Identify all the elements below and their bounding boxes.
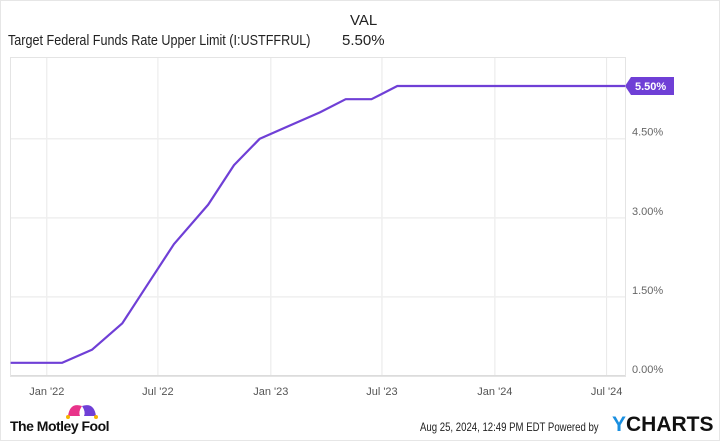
y-tick-label: 4.50% bbox=[632, 127, 663, 139]
motley-fool-logo: The Motley Fool bbox=[10, 405, 110, 434]
last-value-flag: 5.50% bbox=[625, 77, 674, 95]
y-tick-label: 1.50% bbox=[632, 285, 663, 297]
ycharts-logo[interactable]: YCHARTS bbox=[612, 413, 714, 437]
ycharts-y: Y bbox=[612, 413, 627, 436]
jester-hat-icon bbox=[66, 405, 98, 419]
y-tick-label: 0.00% bbox=[632, 364, 663, 376]
ycharts-text: CHARTS bbox=[626, 413, 714, 436]
series-line bbox=[10, 84, 625, 364]
x-tick-label: Jan '23 bbox=[253, 386, 288, 398]
x-tick-label: Jan '22 bbox=[29, 386, 64, 398]
powered-by: Powered by bbox=[547, 420, 599, 434]
plot-area-border bbox=[10, 57, 626, 377]
footer-timestamp: Aug 25, 2024, 12:49 PM EDT Powered by bbox=[420, 420, 599, 434]
x-tick-label: Jan '24 bbox=[477, 386, 512, 398]
x-tick-label: Jul '22 bbox=[142, 386, 173, 398]
timestamp: Aug 25, 2024, 12:49 PM EDT bbox=[420, 420, 546, 434]
motley-fool-text: The Motley Fool bbox=[10, 418, 110, 434]
y-tick-label: 3.00% bbox=[632, 206, 663, 218]
series-value: 5.50% bbox=[342, 32, 385, 49]
series-name[interactable]: Target Federal Funds Rate Upper Limit (I… bbox=[8, 32, 311, 49]
x-tick-label: Jul '24 bbox=[591, 386, 622, 398]
x-tick-label: Jul '23 bbox=[366, 386, 397, 398]
column-header-val: VAL bbox=[350, 12, 378, 29]
last-value-label: 5.50% bbox=[635, 81, 666, 93]
